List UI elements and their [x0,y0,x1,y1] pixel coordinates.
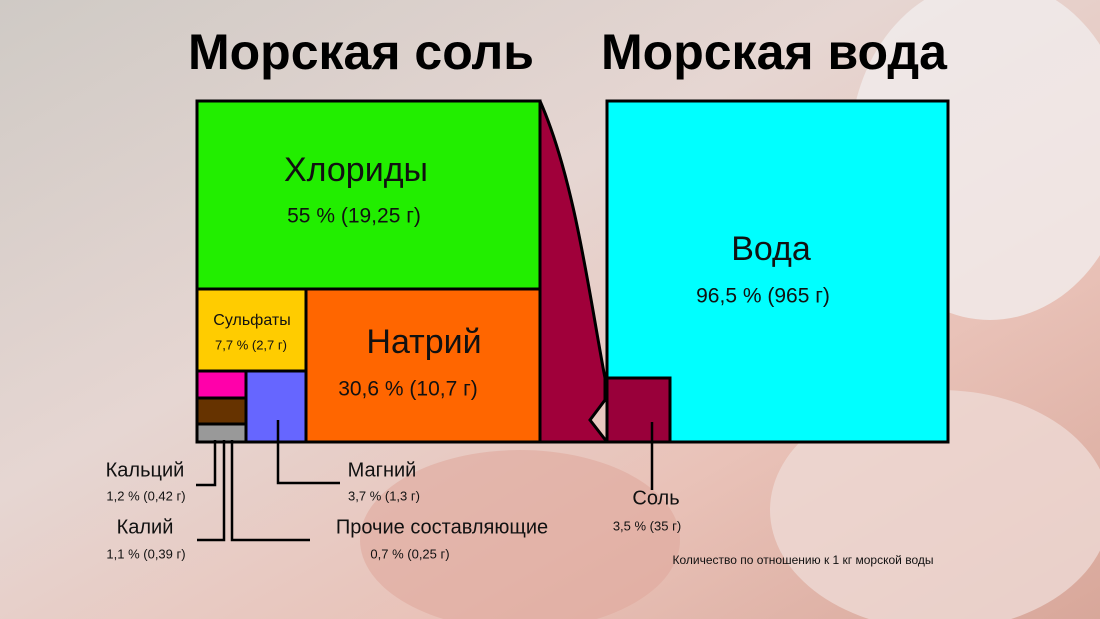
potassium-block [195,396,248,426]
title-right: Морская вода [601,24,948,80]
sodium-block [304,287,542,444]
callout-label: Кальций [106,459,185,481]
block-label: Сульфаты [213,312,290,329]
leader-line [230,440,310,542]
block-value: 30,6 % (10,7 г) [338,378,478,401]
callout-value: 1,1 % (0,39 г) [106,546,185,561]
callout-label: Соль [632,487,679,509]
callout-value: 3,5 % (35 г) [613,518,681,533]
block-label: Хлориды [284,151,428,189]
callout-value: 3,7 % (1,3 г) [348,488,420,503]
block-label: Натрий [366,323,481,361]
other-block [195,422,248,444]
chlorides-block [195,99,542,291]
sulfates-block [195,287,308,373]
callout-value: 0,7 % (0,25 г) [370,546,449,561]
funnel-arrow [538,100,611,444]
callout-value: 1,2 % (0,42 г) [106,488,185,503]
salt-crystal [770,390,1100,619]
callout-label: Магний [348,459,417,481]
title-left: Морская соль [188,24,534,80]
salt-crystal [360,450,680,619]
salt-block [605,376,672,444]
callout-label: Калий [117,516,174,538]
note: Количество по отношению к 1 кг морской в… [673,553,934,567]
block-value: 96,5 % (965 г) [696,285,830,308]
leader-line [197,440,226,542]
block-label: Вода [731,230,811,268]
leader-line [276,420,340,485]
block-value: 7,7 % (2,7 г) [215,337,287,352]
leader-line [196,440,217,487]
magnesium-block [244,369,308,444]
callout-label: Прочие составляющие [336,516,548,538]
block-value: 55 % (19,25 г) [287,205,421,228]
calcium-block [195,369,248,400]
